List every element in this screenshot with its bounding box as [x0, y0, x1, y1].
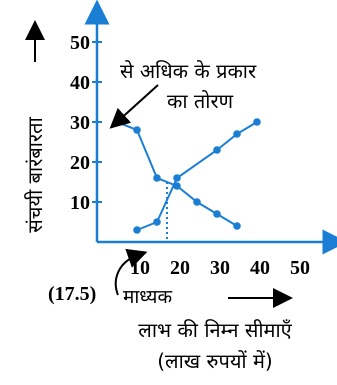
data-point: [133, 126, 141, 134]
median-pointer: [114, 248, 148, 296]
data-point: [233, 130, 241, 138]
data-point: [153, 174, 161, 182]
data-point: [153, 218, 161, 226]
data-point: [173, 174, 181, 182]
data-point: [213, 210, 221, 218]
median-value-label: (17.5): [48, 283, 96, 305]
x-tick-label: 30: [210, 257, 230, 279]
median-caption: माध्यक: [123, 286, 172, 308]
y-axis-label: संचयी बारंबारता: [23, 116, 47, 232]
x-tick-label: 50: [290, 257, 310, 279]
ogive-annotation-line1: से अधिक के प्रकार: [120, 59, 257, 83]
data-point: [233, 222, 241, 230]
data-point: [193, 198, 201, 206]
x-axis-label-line1: लाभ की निम्न सीमाएँ: [138, 318, 292, 342]
data-point: [213, 146, 221, 154]
y-tick-label: 50: [70, 32, 90, 54]
x-tick-label: 10: [130, 257, 150, 279]
data-point: [133, 226, 141, 234]
series-line: [116, 121, 238, 227]
ogive-annotation-line2: का तोरण: [167, 89, 234, 113]
x-tick-label: 20: [170, 257, 190, 279]
x-axis-label-line2: (लाख रुपयों में): [157, 349, 272, 373]
y-tick-label: 40: [70, 72, 90, 94]
data-point: [253, 118, 261, 126]
y-tick-label: 20: [70, 152, 90, 174]
y-tick-label: 10: [70, 192, 90, 214]
annotation-pointer: [109, 84, 159, 129]
y-tick-label: 30: [70, 112, 90, 134]
x-tick-label: 40: [250, 257, 270, 279]
